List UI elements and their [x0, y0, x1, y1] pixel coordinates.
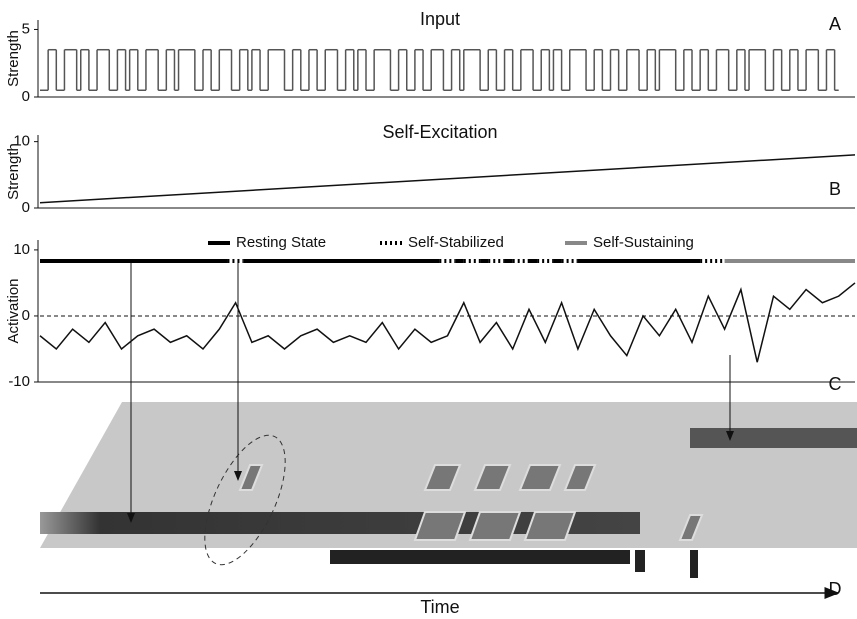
- y-tick-label: 0: [22, 199, 30, 216]
- y-tick-label: 5: [22, 20, 30, 37]
- y-axis-label: Strength: [5, 30, 22, 87]
- figure: Time D 05StrengthInputA010StrengthSelf-E…: [0, 0, 857, 619]
- y-tick-label: 0: [22, 88, 30, 105]
- y-tick-label: 0: [22, 307, 30, 324]
- y-tick-label: 10: [13, 241, 30, 258]
- surface-panel: Time D: [40, 262, 857, 617]
- chart-title: Self-Excitation: [382, 122, 497, 142]
- panel-letter: A: [829, 14, 841, 34]
- panel-letter: D: [829, 579, 842, 599]
- chart-title: Input: [420, 9, 460, 29]
- panel-letter: C: [829, 374, 842, 394]
- data-line: [40, 155, 855, 203]
- legend-label: Self-Sustaining: [593, 234, 694, 251]
- y-axis-label: Strength: [5, 143, 22, 200]
- shadows: [330, 550, 698, 578]
- legend-label: Resting State: [236, 234, 326, 251]
- time-label: Time: [420, 597, 459, 617]
- y-axis-label: Activation: [5, 278, 22, 343]
- legend-label: Self-Stabilized: [408, 234, 504, 251]
- data-line: [40, 283, 855, 362]
- sustain-band: [690, 428, 857, 448]
- panel-letter: B: [829, 179, 841, 199]
- y-tick-label: -10: [8, 373, 30, 390]
